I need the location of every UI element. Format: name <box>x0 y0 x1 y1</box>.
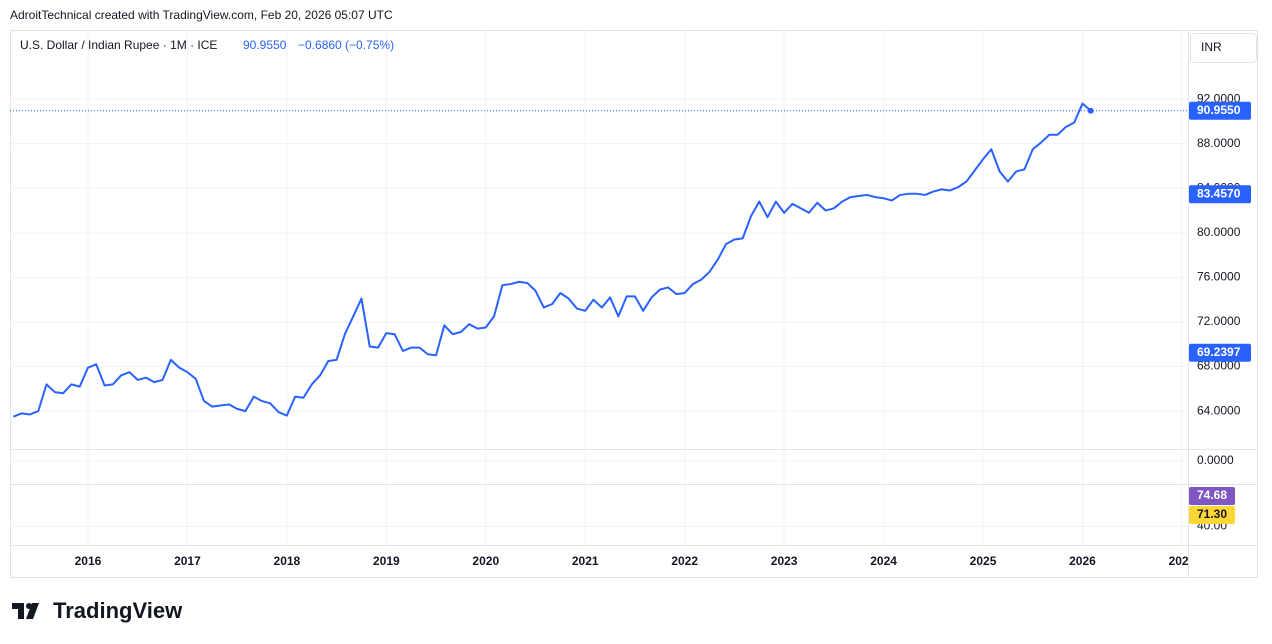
y-tick-label: 68.0000 <box>1197 359 1241 373</box>
x-tick-label: 2027 <box>1169 554 1196 568</box>
brand-icon-dot <box>26 603 32 609</box>
legend-symbol: U.S. Dollar / Indian Rupee · 1M · ICE <box>20 38 217 52</box>
price-badge <box>1189 343 1251 362</box>
price-badge-label: 83.4570 <box>1197 186 1241 200</box>
indicator-badge-label: 74.68 <box>1197 488 1227 502</box>
x-tick-label: 2018 <box>274 554 301 568</box>
x-tick-label: 2017 <box>174 554 201 568</box>
currency-label[interactable]: INR <box>1201 40 1222 54</box>
y-tick-label: 64.0000 <box>1197 403 1241 417</box>
price-line <box>13 102 1092 418</box>
currency-button[interactable] <box>1190 33 1257 63</box>
time-axis: 2016 2017 2018 2019 2020 2021 2022 2023 2024 2025… <box>75 554 1196 568</box>
y-tick-label: 0.0000 <box>1197 453 1234 467</box>
x-tick-label: 2024 <box>870 554 897 568</box>
x-tick-label: 2023 <box>771 554 798 568</box>
header: AdroitTechnical created with TradingView… <box>10 8 393 22</box>
brand-logo: TradingView <box>12 598 183 623</box>
price-badge-label: 90.9550 <box>1197 103 1241 117</box>
indicator-badge <box>1189 487 1235 505</box>
x-tick-label: 2016 <box>75 554 102 568</box>
legend-change: −0.6860 (−0.75%) <box>298 38 394 52</box>
brand-icon <box>12 603 39 619</box>
legend-price: 90.9550 <box>243 38 287 52</box>
y-tick-label: 76.0000 <box>1197 270 1241 284</box>
x-tick-label: 2026 <box>1069 554 1096 568</box>
x-tick-label: 2022 <box>671 554 698 568</box>
plot <box>13 102 1094 418</box>
price-badge <box>1189 185 1251 204</box>
y-tick-label: 72.0000 <box>1197 314 1241 328</box>
price-badge <box>1189 101 1251 120</box>
x-tick-label: 2020 <box>472 554 499 568</box>
price-badge-label: 69.2397 <box>1197 345 1241 359</box>
x-tick-label: 2019 <box>373 554 400 568</box>
x-tick-label: 2021 <box>572 554 599 568</box>
y-tick-label: 88.0000 <box>1197 136 1241 150</box>
indicator-badge <box>1189 506 1235 524</box>
legend: U.S. Dollar / Indian Rupee · 1M · ICE 90… <box>20 38 394 52</box>
chart-frame <box>10 30 1258 578</box>
indicator-badge-label: 71.30 <box>1197 507 1227 521</box>
plot-background <box>10 30 1188 545</box>
x-tick-label: 2025 <box>970 554 997 568</box>
brand-name: TradingView <box>53 598 183 623</box>
y-tick-label: 80.0000 <box>1197 225 1241 239</box>
